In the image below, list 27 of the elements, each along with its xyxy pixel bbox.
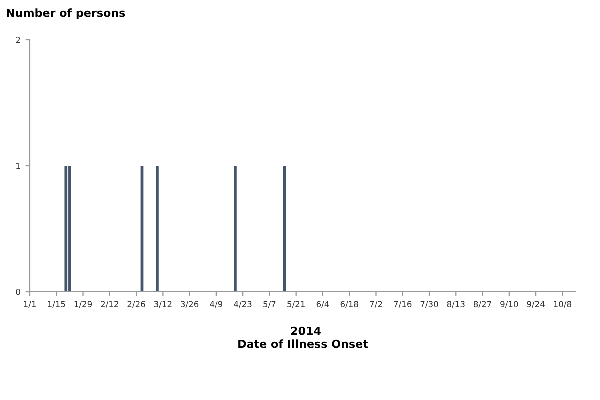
x-tick-label: 8/13 <box>447 301 465 308</box>
y-axis-title: Number of persons <box>7 8 126 20</box>
x-tick-label: 9/10 <box>500 301 518 308</box>
x-tick-label: 7/2 <box>370 301 382 308</box>
y-tick-label: 2 <box>16 36 20 44</box>
x-tick-label: 6/18 <box>340 301 358 308</box>
x-tick-label: 4/23 <box>234 301 252 308</box>
x-tick-label: 5/7 <box>264 301 276 308</box>
x-tick-label: 6/4 <box>316 301 330 308</box>
x-tick-label: 3/12 <box>154 301 172 308</box>
x-tick-label: 7/30 <box>420 301 438 308</box>
x-tick-label: 10/8 <box>554 301 572 308</box>
x-tick-label: 1/1 <box>24 301 36 308</box>
x-tick-label: 5/21 <box>288 301 305 308</box>
x-tick-label: 1/15 <box>48 301 66 308</box>
x-tick-label: 1/29 <box>74 301 92 308</box>
x-tick-label: 7/16 <box>394 301 412 308</box>
x-tick-label: 2/12 <box>101 301 118 308</box>
x-tick-label: 4/9 <box>210 301 223 308</box>
x-tick-label: 9/24 <box>527 301 545 308</box>
y-tick-label: 0 <box>16 288 20 296</box>
x-tick-label: 3/26 <box>181 301 199 308</box>
text: 2014 <box>291 326 321 336</box>
y-tick-label: 1 <box>16 163 20 170</box>
x-tick-label: 8/27 <box>474 301 492 308</box>
x-axis-title: Date of Illness Onset <box>238 340 368 348</box>
x-tick-label: 2/26 <box>128 301 146 308</box>
